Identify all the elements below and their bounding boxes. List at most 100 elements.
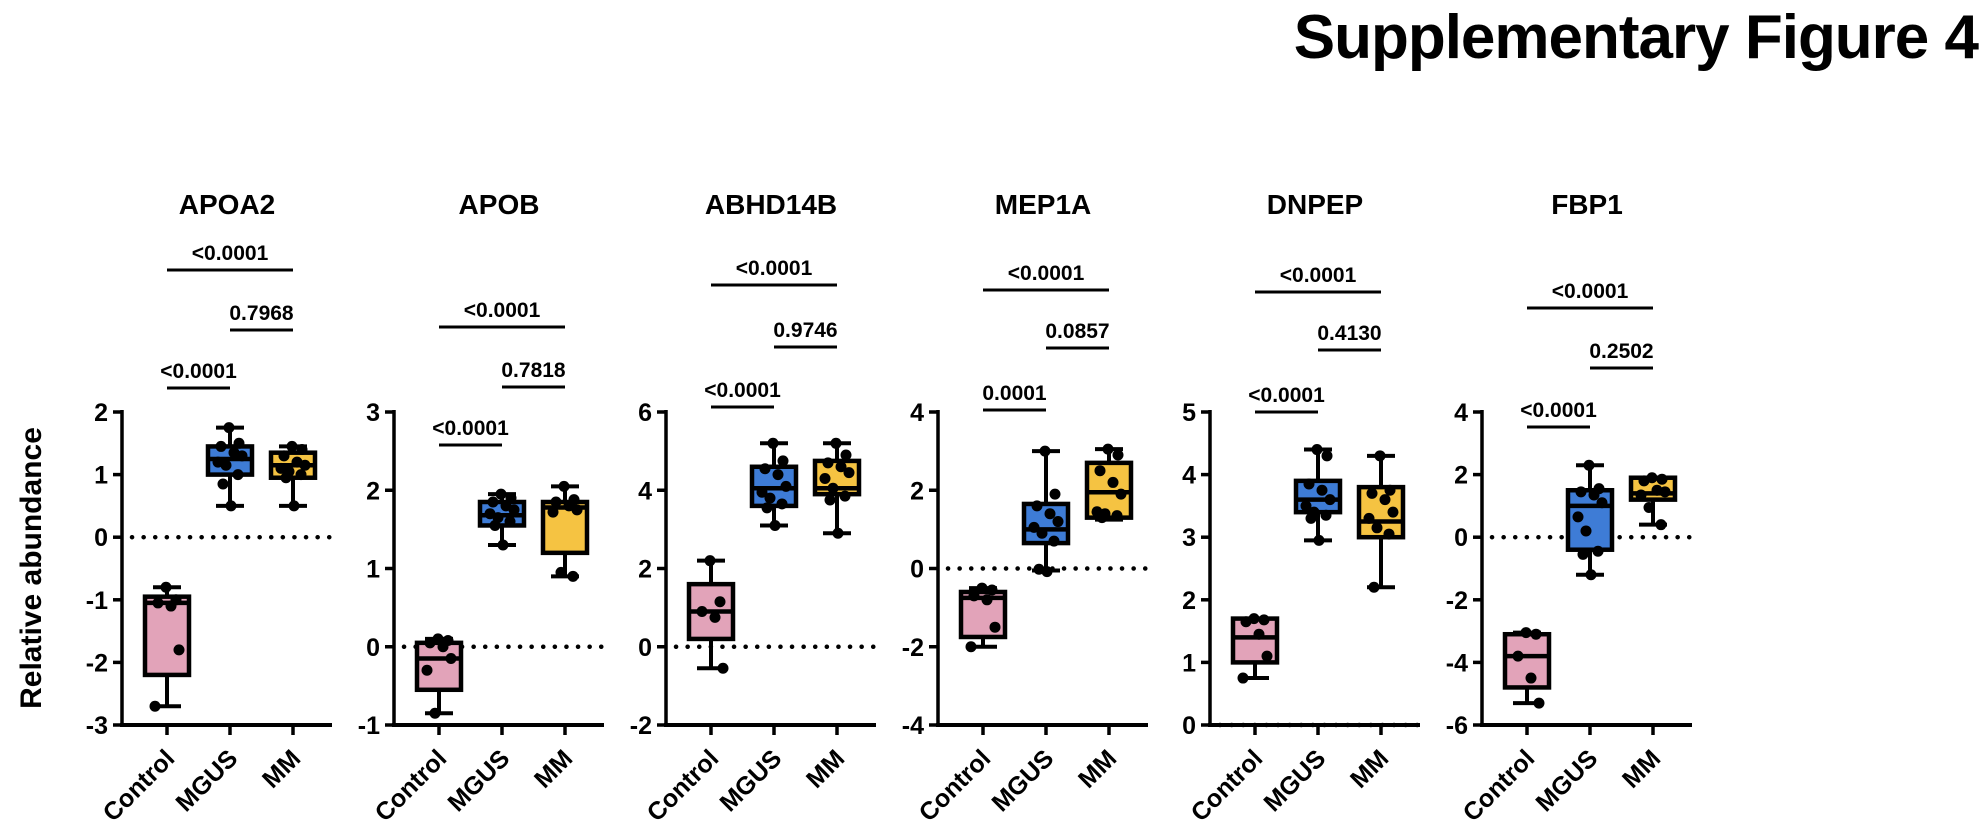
- x-tick-label: MM: [529, 744, 578, 793]
- data-point: [1638, 475, 1650, 487]
- x-tick-label: MGUS: [442, 744, 515, 817]
- data-point: [1324, 494, 1336, 506]
- data-point: [223, 422, 235, 434]
- data-point: [709, 611, 721, 623]
- data-point: [296, 444, 308, 456]
- box-mm: [540, 480, 590, 582]
- p-value-label: 0.2502: [1589, 340, 1653, 363]
- data-point: [1530, 628, 1542, 640]
- data-point: [215, 440, 227, 452]
- y-tick-label: -1: [86, 587, 108, 615]
- x-tick-label: MGUS: [1258, 744, 1331, 817]
- data-point: [236, 450, 248, 462]
- panel-dnpep: DNPEP <0.0001 0.4130 <0.0001 5 4 3 2 1 0 ControlMG…: [1182, 189, 1423, 827]
- data-point: [1036, 527, 1048, 539]
- p-value-label: <0.0001: [432, 417, 509, 440]
- data-point: [1383, 528, 1395, 540]
- data-point: [550, 496, 562, 508]
- data-point: [1107, 476, 1119, 488]
- data-point: [764, 492, 776, 504]
- figure-title: Supplementary Figure 4: [1293, 3, 1979, 72]
- data-point: [299, 459, 311, 471]
- y-tick-label: 2: [366, 477, 380, 505]
- data-point: [1253, 628, 1265, 640]
- data-point: [1596, 497, 1608, 509]
- data-point: [1094, 465, 1106, 477]
- y-tick-label: 1: [94, 462, 108, 490]
- data-point: [1028, 521, 1040, 533]
- data-point: [160, 581, 172, 593]
- data-point: [1115, 488, 1127, 500]
- data-point: [830, 437, 842, 449]
- data-point: [1371, 522, 1383, 534]
- data-point: [1643, 501, 1655, 513]
- y-tick-label: -4: [1446, 649, 1468, 677]
- panel-title: FBP1: [1551, 189, 1623, 220]
- data-point: [152, 597, 164, 609]
- data-point: [225, 500, 237, 512]
- box-mgus: [1021, 445, 1071, 578]
- p-value-label: 0.7818: [501, 359, 566, 382]
- data-point: [233, 437, 245, 449]
- p-value-label: 0.9746: [773, 319, 837, 342]
- data-point: [769, 519, 781, 531]
- x-tick-label: MM: [801, 744, 850, 793]
- box-mm: [268, 440, 318, 512]
- data-point: [839, 490, 851, 502]
- data-point: [508, 504, 520, 516]
- x-tick-label: Control: [642, 744, 725, 827]
- x-tick-label: MM: [1617, 744, 1666, 793]
- p-value-label: <0.0001: [192, 242, 269, 265]
- data-point: [487, 496, 499, 508]
- panel-fbp1: FBP1 <0.0001 0.2502 <0.0001 4 2 0 -2 -4 -6 Control…: [1446, 189, 1695, 827]
- x-tick-label: Control: [370, 744, 453, 827]
- data-point: [1261, 650, 1273, 662]
- y-tick-label: 2: [1454, 462, 1468, 490]
- data-point: [761, 502, 773, 514]
- x-tick-label: Control: [914, 744, 997, 827]
- x-tick-label: MM: [257, 744, 306, 793]
- data-point: [1102, 443, 1114, 455]
- y-tick-label: 4: [638, 477, 652, 505]
- x-tick-label: MGUS: [986, 744, 1059, 817]
- data-point: [220, 459, 232, 471]
- box-mgus: [749, 437, 799, 531]
- data-point: [981, 594, 993, 606]
- y-tick-label: -3: [86, 712, 108, 740]
- data-point: [558, 480, 570, 492]
- data-point: [1300, 500, 1312, 512]
- data-point: [217, 478, 229, 490]
- box-mgus: [477, 488, 527, 551]
- p-value-label: <0.0001: [1552, 280, 1629, 303]
- data-point: [843, 467, 855, 479]
- p-value-label: <0.0001: [464, 299, 541, 322]
- data-point: [1031, 500, 1043, 512]
- data-point: [827, 482, 839, 494]
- data-point: [1320, 509, 1332, 521]
- data-point: [232, 469, 244, 481]
- y-tick-label: -2: [902, 634, 924, 662]
- data-point: [1585, 569, 1597, 581]
- data-point: [505, 492, 517, 504]
- data-point: [824, 494, 836, 506]
- x-tick-label: MM: [1345, 744, 1394, 793]
- x-tick-label: Control: [1458, 744, 1541, 827]
- data-point: [965, 641, 977, 653]
- panel-apoa2: APOA2 <0.0001 0.7968 <0.0001 2 1 0 -1 -2 -3 Contro…: [86, 189, 335, 827]
- data-point: [1366, 487, 1378, 499]
- data-point: [989, 621, 1001, 633]
- data-point: [437, 641, 449, 653]
- y-tick-label: 4: [1454, 399, 1468, 427]
- data-point: [1316, 484, 1328, 496]
- p-value-label: <0.0001: [1008, 262, 1085, 285]
- data-point: [504, 516, 516, 528]
- data-point: [1655, 519, 1667, 531]
- p-value-label: 0.0857: [1045, 320, 1109, 343]
- data-point: [547, 506, 559, 518]
- data-point: [780, 480, 792, 492]
- data-point: [1387, 506, 1399, 518]
- x-tick-label: MGUS: [714, 744, 787, 817]
- panel-title: APOA2: [179, 189, 275, 220]
- data-point: [1096, 512, 1108, 524]
- data-point: [288, 500, 300, 512]
